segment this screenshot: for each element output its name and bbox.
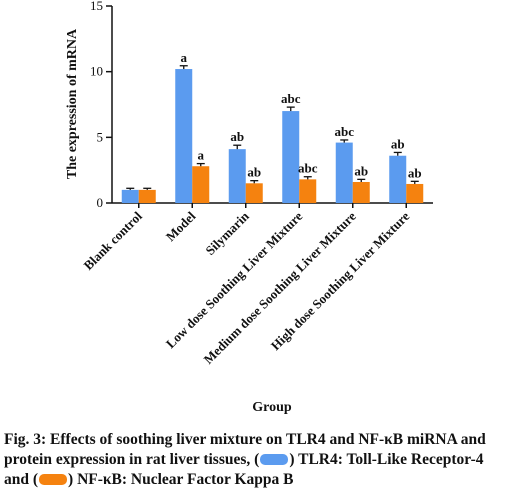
bar-tlr4 bbox=[228, 149, 246, 203]
x-tick-label: Silymarin bbox=[202, 208, 252, 258]
significance-label: a bbox=[181, 50, 188, 65]
y-tick-label: 5 bbox=[97, 129, 104, 144]
nfkb-legend-swatch bbox=[39, 474, 68, 485]
significance-label: ab bbox=[391, 136, 405, 151]
y-axis-title: The expression of mRNA bbox=[65, 28, 80, 179]
axes bbox=[106, 5, 433, 208]
figure-caption: Fig. 3: Effects of soothing liver mixtur… bbox=[4, 430, 507, 490]
significance-label: ab bbox=[408, 165, 422, 180]
x-axis-title: Group bbox=[252, 400, 292, 415]
tlr4-legend-swatch bbox=[260, 454, 289, 465]
x-tick-label: Model bbox=[163, 208, 199, 244]
significance-label: abc bbox=[298, 161, 318, 176]
bars bbox=[121, 65, 424, 203]
caption-tlr4: ) TLR4: Toll-Like Receptor-4 and bbox=[4, 451, 484, 488]
bar-tlr4 bbox=[389, 155, 407, 203]
bar-tlr4 bbox=[121, 189, 139, 203]
y-tick-label: 15 bbox=[90, 0, 103, 13]
caption-nfkb: ) NF-κB: Nuclear Factor Kappa B bbox=[68, 471, 294, 488]
caption-prefix: Fig. 3: Effects of soothing liver mixtur… bbox=[4, 431, 486, 468]
y-tick-label: 0 bbox=[97, 195, 104, 210]
significance-label: ab bbox=[354, 163, 368, 178]
bar-nfkb bbox=[138, 189, 156, 203]
bar-tlr4 bbox=[282, 111, 300, 203]
bar-tlr4 bbox=[175, 69, 193, 203]
x-tick-label: Blank control bbox=[81, 208, 146, 273]
significance-label: abc bbox=[335, 124, 355, 139]
significance-label: abc bbox=[281, 91, 301, 106]
bar-nfkb bbox=[406, 183, 424, 203]
bar-tlr4 bbox=[335, 142, 353, 203]
significance-label: a bbox=[198, 148, 205, 163]
y-tick-label: 10 bbox=[90, 64, 103, 79]
significance-label: ab bbox=[230, 129, 244, 144]
significance-label: ab bbox=[247, 165, 261, 180]
bar-nfkb bbox=[352, 181, 370, 203]
bar-nfkb bbox=[299, 179, 317, 203]
caption-open-2: ( bbox=[32, 471, 39, 488]
bar-nfkb bbox=[245, 183, 263, 203]
bar-nfkb bbox=[192, 166, 210, 203]
caption-open-1: ( bbox=[254, 451, 260, 468]
